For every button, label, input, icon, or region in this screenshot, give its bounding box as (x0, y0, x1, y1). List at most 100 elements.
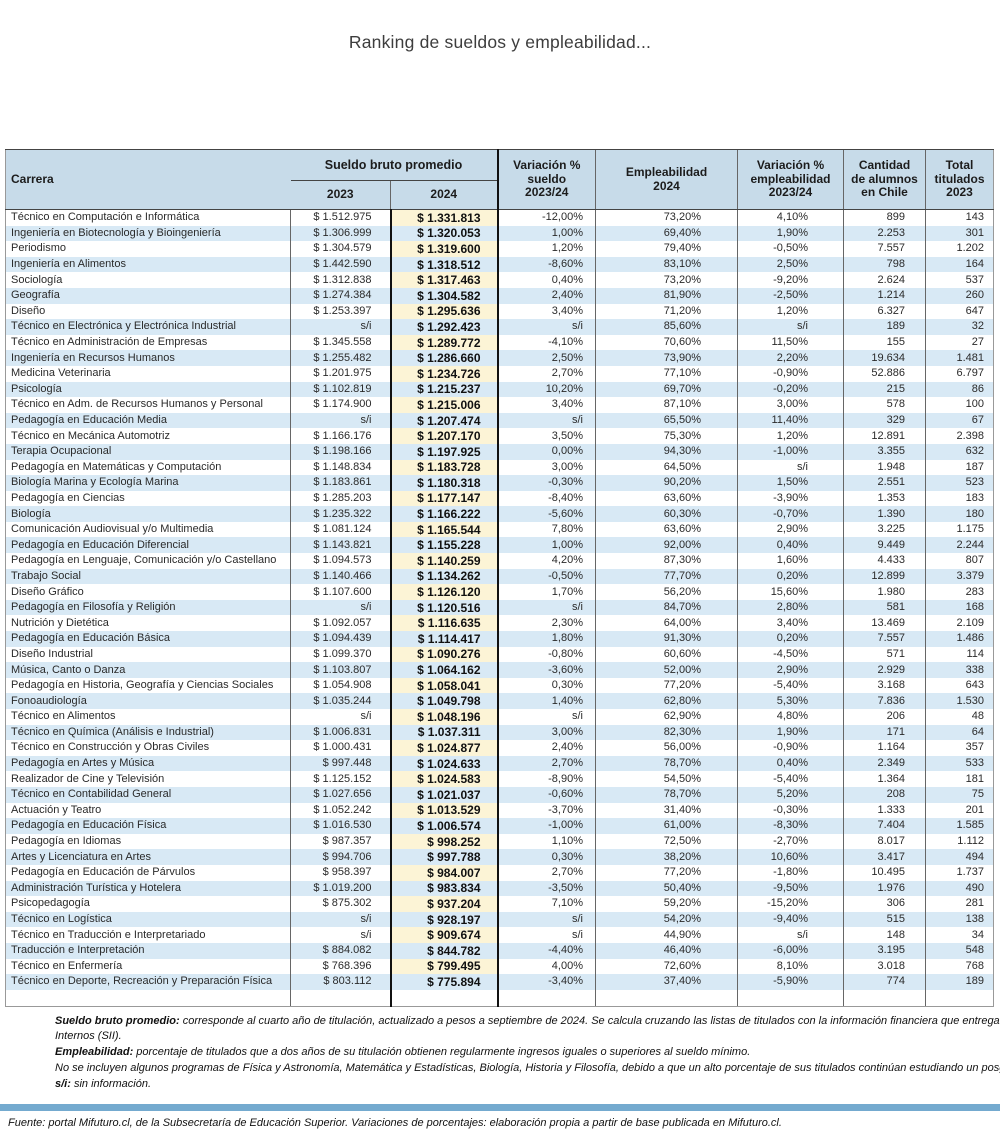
cell-variacion-empleabilidad: -9,50% (737, 880, 844, 897)
table-row: Pedagogía en Lenguaje, Comunicación y/o … (5, 553, 994, 569)
cell-carrera: Administración Turística y Hotelera (11, 881, 181, 894)
footnotes: Sueldo bruto promedio: corresponde al cu… (55, 1014, 1000, 1093)
cell-variacion-empleabilidad: -6,00% (737, 942, 844, 959)
cell-carrera: Traducción e Interpretación (11, 944, 145, 957)
cell-titulados-2023: 2.244 (925, 537, 994, 554)
cell-sueldo-2023: $ 1.166.176 (290, 428, 391, 444)
cell-variacion-empleabilidad: 1,90% (737, 225, 844, 242)
cell-sueldo-2024: $ 1.048.196 (389, 709, 499, 725)
cell-titulados-2023: 2.398 (925, 428, 994, 444)
cell-empleabilidad: 75,30% (595, 428, 738, 444)
cell-sueldo-2023: $ 1.102.819 (290, 381, 391, 398)
cell-sueldo-2023: $ 997.448 (290, 755, 391, 772)
cell-alumnos-chile: 3.018 (843, 958, 926, 975)
cell-variacion-empleabilidad: 3,40% (737, 615, 844, 632)
cell-titulados-2023: 768 (925, 958, 994, 975)
cell-sueldo-2023: s/i (290, 911, 391, 928)
cell-sueldo-2024: $ 1.180.318 (389, 475, 499, 491)
cell-sueldo-2023: $ 1.198.166 (290, 443, 391, 460)
cell-titulados-2023: 183 (925, 490, 994, 507)
cell-empleabilidad: 78,70% (595, 786, 738, 803)
cell-variacion-sueldo: -0,80% (548, 647, 583, 660)
cell-carrera: Comunicación Audiovisual y/o Multimedia (11, 523, 214, 536)
cell-alumnos-chile: 1.976 (843, 880, 926, 897)
cell-titulados-2023: 180 (925, 506, 994, 522)
cell-variacion-empleabilidad: 2,90% (737, 521, 844, 538)
cell-sueldo-2023: $ 1.027.656 (290, 786, 391, 803)
cell-carrera: Diseño Industrial (11, 647, 93, 660)
cell-titulados-2023: 548 (925, 942, 994, 959)
cell-sueldo-2023: s/i (290, 319, 391, 335)
cell-variacion-sueldo: 4,00% (551, 959, 583, 972)
cell-sueldo-2023: $ 1.140.466 (290, 568, 391, 585)
cell-variacion-empleabilidad: 0,40% (737, 755, 844, 772)
table-row: Técnico en Alimentos s/i $ 1.048.196 s/i 62,… (5, 709, 994, 725)
cell-variacion-empleabilidad: -0,70% (737, 506, 844, 522)
table-row: Técnico en Computación e Informática $ 1.… (5, 209, 994, 226)
cell-titulados-2023: 2.109 (925, 615, 994, 632)
cell-empleabilidad: 60,60% (595, 646, 738, 663)
cell-sueldo-2023: $ 1.099.370 (290, 646, 391, 663)
cell-variacion-sueldo: 1,10% (551, 835, 583, 848)
cell-alumnos-chile: 3.355 (843, 443, 926, 460)
table-row: Pedagogía en Idiomas $ 987.357 $ 998.252 1,… (5, 833, 994, 850)
table-row: Psicología $ 1.102.819 $ 1.215.237 10,20% 69… (5, 381, 994, 398)
cell-alumnos-chile: 1.214 (843, 287, 926, 304)
cell-variacion-sueldo: s/i (572, 320, 583, 333)
cell-empleabilidad: 78,70% (595, 755, 738, 772)
table-row: Diseño $ 1.253.397 $ 1.295.636 3,40% 71,20% 1… (5, 303, 994, 320)
cell-carrera: Técnico en Administración de Empresas (11, 336, 208, 349)
cell-empleabilidad: 37,40% (595, 974, 738, 990)
cell-carrera: Diseño (11, 304, 46, 317)
header-total-titulados: Total titulados 2023 (925, 149, 994, 210)
cell-empleabilidad: 44,90% (595, 927, 738, 943)
cell-carrera: Pedagogía en Educación Diferencial (11, 538, 189, 551)
cell-sueldo-2024: $ 1.064.162 (389, 662, 499, 678)
table-row: Pedagogía en Educación Diferencial $ 1.14… (5, 537, 994, 554)
cell-carrera: Trabajo Social (11, 569, 81, 582)
cell-sueldo-2024: $ 1.116.635 (389, 615, 499, 632)
cell-sueldo-2023: $ 1.174.900 (290, 397, 391, 413)
cell-variacion-sueldo: 7,10% (551, 897, 583, 910)
cell-carrera: Ingeniería en Recursos Humanos (11, 351, 175, 364)
cell-empleabilidad: 46,40% (595, 942, 738, 959)
ranking-table: Carrera Sueldo bruto promedio Variación … (5, 149, 994, 1007)
cell-sueldo-2024: $ 937.204 (389, 896, 499, 912)
cell-alumnos-chile: 155 (843, 334, 926, 351)
cell-empleabilidad: 65,50% (595, 412, 738, 429)
cell-variacion-empleabilidad: -3,90% (737, 490, 844, 507)
cell-variacion-sueldo: 4,20% (551, 554, 583, 567)
cell-variacion-sueldo: 0,30% (551, 679, 583, 692)
cell-sueldo-2024: $ 983.834 (389, 880, 499, 897)
cell-sueldo-2023: $ 958.397 (290, 864, 391, 881)
cell-carrera: Técnico en Traducción e Interpretariado (11, 928, 206, 941)
cell-variacion-empleabilidad: -1,00% (737, 443, 844, 460)
table-row: Nutrición y Dietética $ 1.092.057 $ 1.116.… (5, 615, 994, 632)
cell-carrera: Pedagogía en Artes y Música (11, 757, 155, 770)
cell-carrera: Pedagogía en Educación Básica (11, 632, 171, 645)
cell-sueldo-2024: $ 1.006.574 (389, 818, 499, 834)
table-row: Comunicación Audiovisual y/o Multimedia $… (5, 521, 994, 538)
cell-carrera: Técnico en Deporte, Recreación y Prepara… (11, 975, 273, 988)
table-body: Técnico en Computación e Informática $ 1.… (5, 209, 994, 990)
cell-carrera: Artes y Licenciatura en Artes (11, 850, 152, 863)
table-row: Administración Turística y Hotelera $ 1.0… (5, 880, 994, 897)
source-line: Fuente: portal Mifuturo.cl, de la Subsec… (8, 1116, 782, 1129)
table-row: Periodismo $ 1.304.579 $ 1.319.600 1,20% 79,… (5, 241, 994, 257)
cell-variacion-empleabilidad: 0,20% (737, 568, 844, 585)
cell-variacion-sueldo: 3,00% (551, 725, 583, 738)
cell-sueldo-2023: $ 884.082 (290, 942, 391, 959)
cell-sueldo-2023: s/i (290, 412, 391, 429)
cell-empleabilidad: 70,60% (595, 334, 738, 351)
table-row: Pedagogía en Educación Física $ 1.016.530… (5, 818, 994, 834)
cell-empleabilidad: 83,10% (595, 256, 738, 273)
cell-variacion-empleabilidad: s/i (737, 319, 844, 335)
cell-alumnos-chile: 148 (843, 927, 926, 943)
footnote-sueldo: Sueldo bruto promedio: corresponde al cu… (55, 1014, 1000, 1046)
cell-carrera: Ingeniería en Biotecnología y Bioingenie… (11, 226, 221, 239)
cell-variacion-empleabilidad: -0,20% (737, 381, 844, 398)
cell-variacion-empleabilidad: 1,90% (737, 724, 844, 741)
cell-sueldo-2023: $ 1.183.861 (290, 475, 391, 491)
cell-sueldo-2024: $ 1.114.417 (389, 631, 499, 647)
table-row: Técnico en Electrónica y Electrónica Ind… (5, 319, 994, 335)
